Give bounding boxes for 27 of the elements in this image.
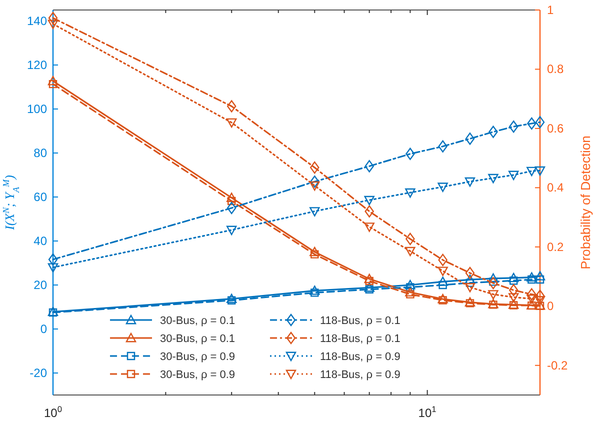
legend-label: 30-Bus, ρ = 0.1 [160,333,236,345]
legend-label: 30-Bus, ρ = 0.9 [160,369,236,381]
y2-tick-label: 0 [547,299,554,314]
y2-tick-label: 1 [547,3,554,17]
legend-label: 118-Bus, ρ = 0.1 [320,333,400,345]
y-tick-label: 100 [26,102,48,116]
y2-axis-title: Probability of Detection [578,136,593,270]
y2-tick-label: 0.4 [547,180,564,195]
y-tick-label: 60 [34,190,48,204]
y2-tick-label: 0.2 [547,240,564,254]
legend-label: 118-Bus, ρ = 0.9 [320,351,400,363]
y2-tick-label: 0.6 [547,121,564,136]
y2-tick-label: -0.2 [547,358,568,372]
x-tick-label: 10$^{0}$ [44,404,62,420]
x-tick-label: 10$^{1}$ [418,404,437,420]
y2-tick-label: 0.8 [547,62,564,76]
legend-label: 30-Bus, ρ = 0.1 [160,315,236,327]
y-tick-label: 80 [34,146,48,160]
legend-label: 30-Bus, ρ = 0.9 [160,351,236,363]
legend-label: 118-Bus, ρ = 0.1 [320,315,400,327]
y-tick-label: 20 [34,278,48,292]
y-tick-label: 40 [34,234,48,248]
y-tick-label: -20 [30,366,48,380]
y-tick-label: 140 [26,14,48,28]
y-tick-label: 120 [26,58,48,72]
y-tick-label: 0 [40,322,48,336]
legend-label: 118-Bus, ρ = 0.9 [320,369,400,381]
